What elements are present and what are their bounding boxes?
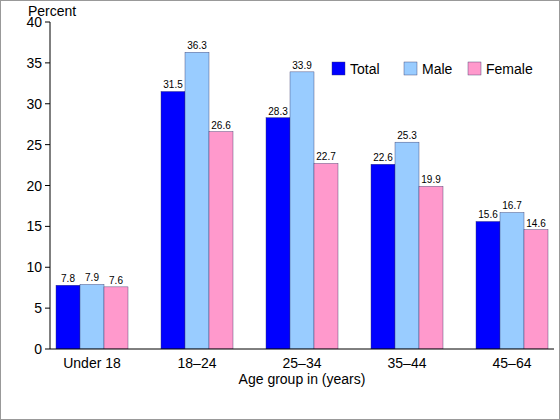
y-tick (45, 62, 50, 63)
y-tick-label: 5 (34, 300, 42, 316)
x-tick-label: 25–34 (283, 355, 322, 371)
data-label: 15.6 (478, 209, 498, 220)
y-tick-label: 15 (26, 218, 42, 234)
legend: Total Male Female (332, 61, 533, 77)
y-tick-label: 30 (26, 96, 42, 112)
legend-label: Female (486, 61, 533, 77)
bar (56, 285, 80, 349)
bar (185, 52, 209, 349)
y-tick (45, 144, 50, 145)
data-labels: 7.8 31.5 28.3 22.6 15.6 7.9 36.3 33.9 25.3 16.7 7.… (61, 40, 546, 286)
data-label: 28.3 (268, 106, 288, 117)
y-tick (45, 267, 50, 268)
y-tick (45, 349, 50, 350)
data-label: 31.5 (163, 79, 183, 90)
data-label: 7.9 (85, 272, 99, 283)
x-tick-label: 18–24 (178, 355, 217, 371)
y-tick-label: 35 (26, 55, 42, 71)
data-label: 26.6 (211, 120, 231, 131)
bar (395, 142, 419, 349)
bar (209, 132, 233, 349)
data-label: 22.7 (316, 151, 336, 162)
data-label: 16.7 (502, 200, 522, 211)
bars (56, 52, 548, 349)
legend-label: Total (350, 61, 380, 77)
bar (524, 230, 548, 349)
bar (161, 91, 185, 349)
legend-swatch (404, 62, 417, 75)
y-tick-label: 0 (34, 341, 42, 357)
frame (1, 1, 560, 420)
x-axis (50, 349, 554, 350)
data-label: 19.9 (421, 174, 441, 185)
x-tick-label: 45–64 (493, 355, 532, 371)
data-label: 36.3 (187, 40, 207, 51)
y-tick-label: 25 (26, 137, 42, 153)
bar (476, 221, 500, 349)
data-label: 25.3 (397, 130, 417, 141)
legend-label: Male (422, 61, 453, 77)
bar (419, 186, 443, 349)
bar (371, 164, 395, 349)
y-axis-label: Percent (28, 3, 76, 19)
legend-swatch (332, 62, 345, 75)
bar (500, 212, 524, 349)
data-label: 33.9 (292, 60, 312, 71)
bar (314, 163, 338, 349)
data-label: 22.6 (373, 152, 393, 163)
y-tick (45, 226, 50, 227)
bar (80, 284, 104, 349)
x-tick-label: 35–44 (388, 355, 427, 371)
x-axis-label: Age group in (years) (239, 371, 366, 387)
y-tick-label: 10 (26, 259, 42, 275)
bar (104, 287, 128, 349)
bar (290, 72, 314, 349)
y-tick (45, 185, 50, 186)
chart: 7.8 31.5 28.3 22.6 15.6 7.9 36.3 33.9 25.3 16.7 7.… (0, 0, 560, 420)
legend-swatch (468, 62, 481, 75)
bar (266, 118, 290, 349)
data-label: 7.8 (61, 273, 75, 284)
y-tick (45, 308, 50, 309)
y-tick-label: 20 (26, 178, 42, 194)
data-label: 14.6 (526, 218, 546, 229)
y-tick (45, 103, 50, 104)
y-tick (45, 22, 50, 23)
x-tick-label: Under 18 (63, 355, 121, 371)
data-label: 7.6 (109, 275, 123, 286)
